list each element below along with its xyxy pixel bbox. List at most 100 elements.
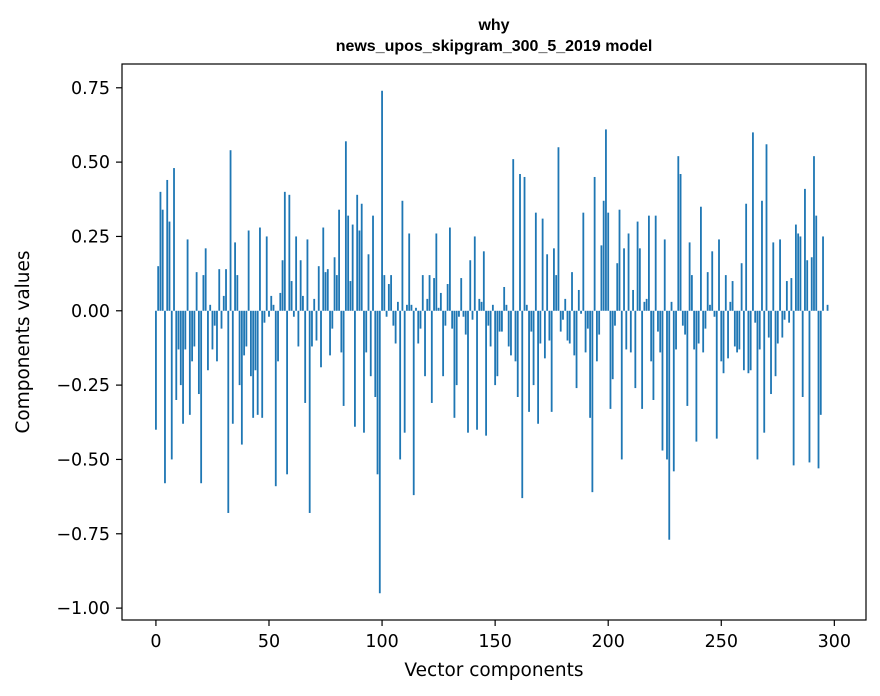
bar xyxy=(681,310,684,326)
bar xyxy=(419,310,422,329)
bar xyxy=(804,188,806,311)
bar xyxy=(299,260,302,311)
bar xyxy=(819,310,822,415)
bar xyxy=(360,203,363,311)
bar xyxy=(329,310,331,356)
bar xyxy=(306,239,309,311)
bar xyxy=(641,310,644,409)
bar xyxy=(516,310,519,397)
bar xyxy=(724,275,727,311)
bar xyxy=(822,236,824,311)
bar xyxy=(320,310,322,368)
bar xyxy=(256,310,259,415)
bar xyxy=(458,310,460,317)
y-tick-label: 0.50 xyxy=(71,153,110,173)
bar xyxy=(595,310,598,362)
bar xyxy=(548,310,551,341)
bar xyxy=(159,191,162,311)
bar xyxy=(772,242,775,311)
bar xyxy=(349,281,352,311)
bar xyxy=(697,310,700,344)
bar xyxy=(700,206,702,311)
bar xyxy=(564,298,567,311)
bar xyxy=(473,236,476,311)
bar xyxy=(173,168,175,311)
bar xyxy=(295,236,298,311)
x-tick-label: 150 xyxy=(478,632,511,652)
bar xyxy=(331,310,334,329)
bar xyxy=(546,254,549,311)
bar xyxy=(444,310,447,326)
bar xyxy=(636,221,639,311)
bar xyxy=(532,310,535,386)
bar xyxy=(817,310,820,469)
bar xyxy=(168,221,171,311)
bar xyxy=(783,310,786,320)
bar xyxy=(740,263,743,311)
bar xyxy=(250,310,252,377)
bar xyxy=(286,310,288,475)
bar xyxy=(354,310,356,427)
bar xyxy=(372,215,374,311)
bar xyxy=(607,212,610,311)
bar xyxy=(231,310,234,424)
bar xyxy=(186,239,189,311)
bar xyxy=(632,289,634,311)
bar xyxy=(801,310,804,397)
bar xyxy=(446,284,449,311)
bar xyxy=(731,281,734,311)
bar xyxy=(693,310,696,350)
bar xyxy=(480,301,483,311)
bar xyxy=(234,242,236,311)
bar xyxy=(573,310,576,356)
bar xyxy=(776,310,779,344)
bar xyxy=(435,233,438,311)
bar xyxy=(586,310,589,329)
bar xyxy=(543,310,546,359)
bar xyxy=(695,310,698,442)
bar xyxy=(659,310,662,353)
y-axis-label: Components values xyxy=(13,250,34,433)
bar xyxy=(157,266,160,311)
bar xyxy=(292,310,295,317)
y-tick-label: −1.00 xyxy=(56,599,110,619)
bar xyxy=(806,260,809,311)
bar xyxy=(577,289,580,311)
bar xyxy=(430,310,433,403)
bar xyxy=(706,272,709,311)
bar xyxy=(259,227,261,311)
bar xyxy=(503,286,506,311)
bar xyxy=(684,310,686,335)
bar xyxy=(410,304,413,311)
bar xyxy=(562,310,564,320)
bar xyxy=(274,310,277,487)
bar xyxy=(342,310,345,406)
bar xyxy=(428,275,431,311)
bar xyxy=(326,269,329,311)
bar xyxy=(356,194,359,311)
bar xyxy=(797,233,800,311)
bar xyxy=(672,310,675,472)
bar xyxy=(618,209,621,311)
bar xyxy=(521,310,524,499)
bar xyxy=(424,310,426,377)
bar xyxy=(668,310,671,540)
bar xyxy=(263,310,266,323)
y-tick-label: −0.50 xyxy=(56,450,110,470)
bar xyxy=(770,310,772,395)
bar xyxy=(650,310,653,362)
bar xyxy=(591,310,594,493)
bar xyxy=(204,248,207,311)
bar xyxy=(528,310,530,412)
bar xyxy=(498,310,501,332)
bar xyxy=(351,224,354,311)
chart-title-line2: news_upos_skipgram_300_5_2019 model xyxy=(336,38,653,55)
bar xyxy=(261,310,264,418)
bar xyxy=(704,310,707,329)
bar xyxy=(396,301,399,311)
bar xyxy=(315,310,318,341)
y-tick-label: 0.00 xyxy=(71,302,110,322)
bars-group xyxy=(155,90,833,594)
bar xyxy=(216,310,218,362)
